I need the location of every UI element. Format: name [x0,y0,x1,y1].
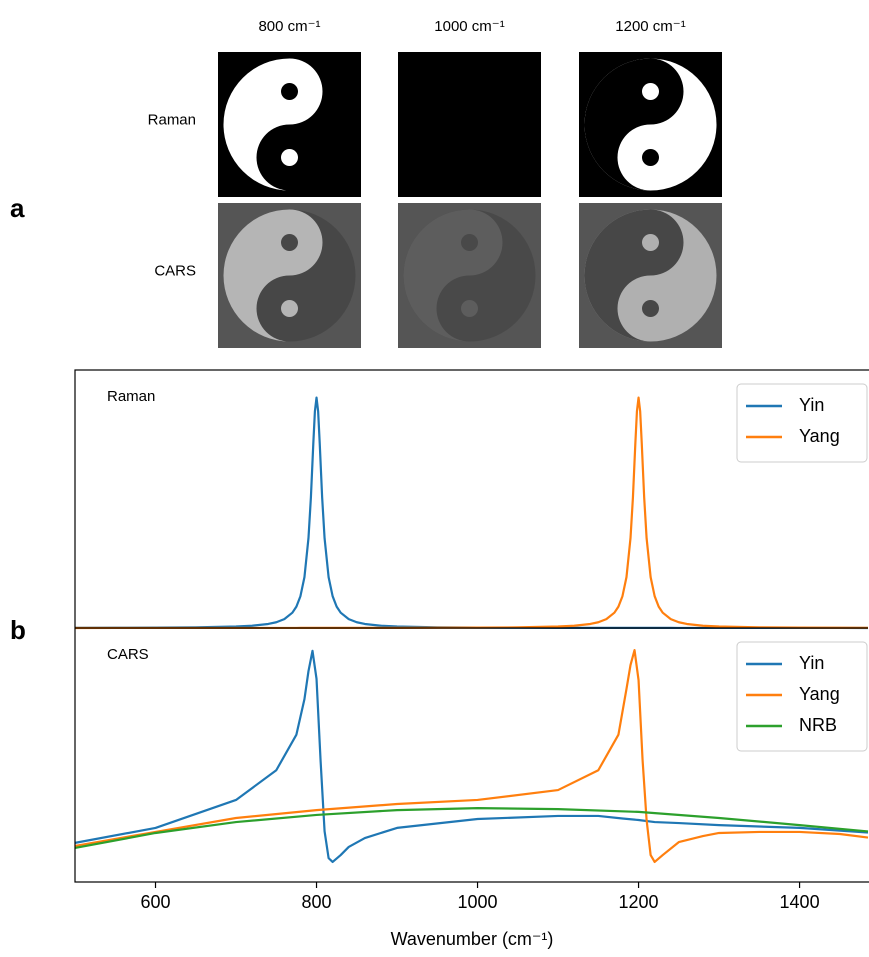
image [579,52,722,197]
image [218,203,361,348]
column-label: 1000 cm⁻¹ [434,18,504,35]
symbol-dot [461,83,478,100]
x-axis-label: Wavenumber (cm⁻¹) [391,929,554,949]
legend-label: Yang [799,684,840,704]
panel-title: CARS [107,646,149,663]
image [218,52,361,197]
image [398,52,541,197]
legend-label: NRB [799,715,837,735]
x-tick-label: 600 [140,892,170,912]
symbol-dot [642,300,659,317]
row-label: Raman [148,111,196,128]
symbol-dot [281,300,298,317]
panel-label: b [10,615,26,645]
legend-label: Yin [799,395,824,415]
symbol-dot [461,300,478,317]
image [579,203,722,348]
symbol-dot [642,149,659,166]
x-tick-label: 800 [301,892,331,912]
legend-label: Yin [799,653,824,673]
data-line [74,806,869,850]
legend-box [736,383,868,463]
axes-frame [74,369,869,883]
symbol-dot [461,234,478,251]
image [398,203,541,348]
symbol-dot [461,149,478,166]
x-tick-label: 1000 [458,892,498,912]
symbol-dot [642,234,659,251]
legend-box [736,641,868,752]
data-line [74,649,869,864]
legend-label: Yang [799,426,840,446]
column-label: 1200 cm⁻¹ [615,18,685,35]
panel-title: Raman [107,388,155,405]
panel-label: a [10,193,25,223]
symbol-dot [642,83,659,100]
column-label: 800 cm⁻¹ [258,18,320,35]
x-tick-label: 1200 [619,892,659,912]
x-tick-label: 1400 [780,892,820,912]
symbol-dot [281,83,298,100]
row-label: CARS [154,262,196,279]
symbol-dot [281,234,298,251]
data-line [74,649,869,864]
symbol-dot [281,149,298,166]
